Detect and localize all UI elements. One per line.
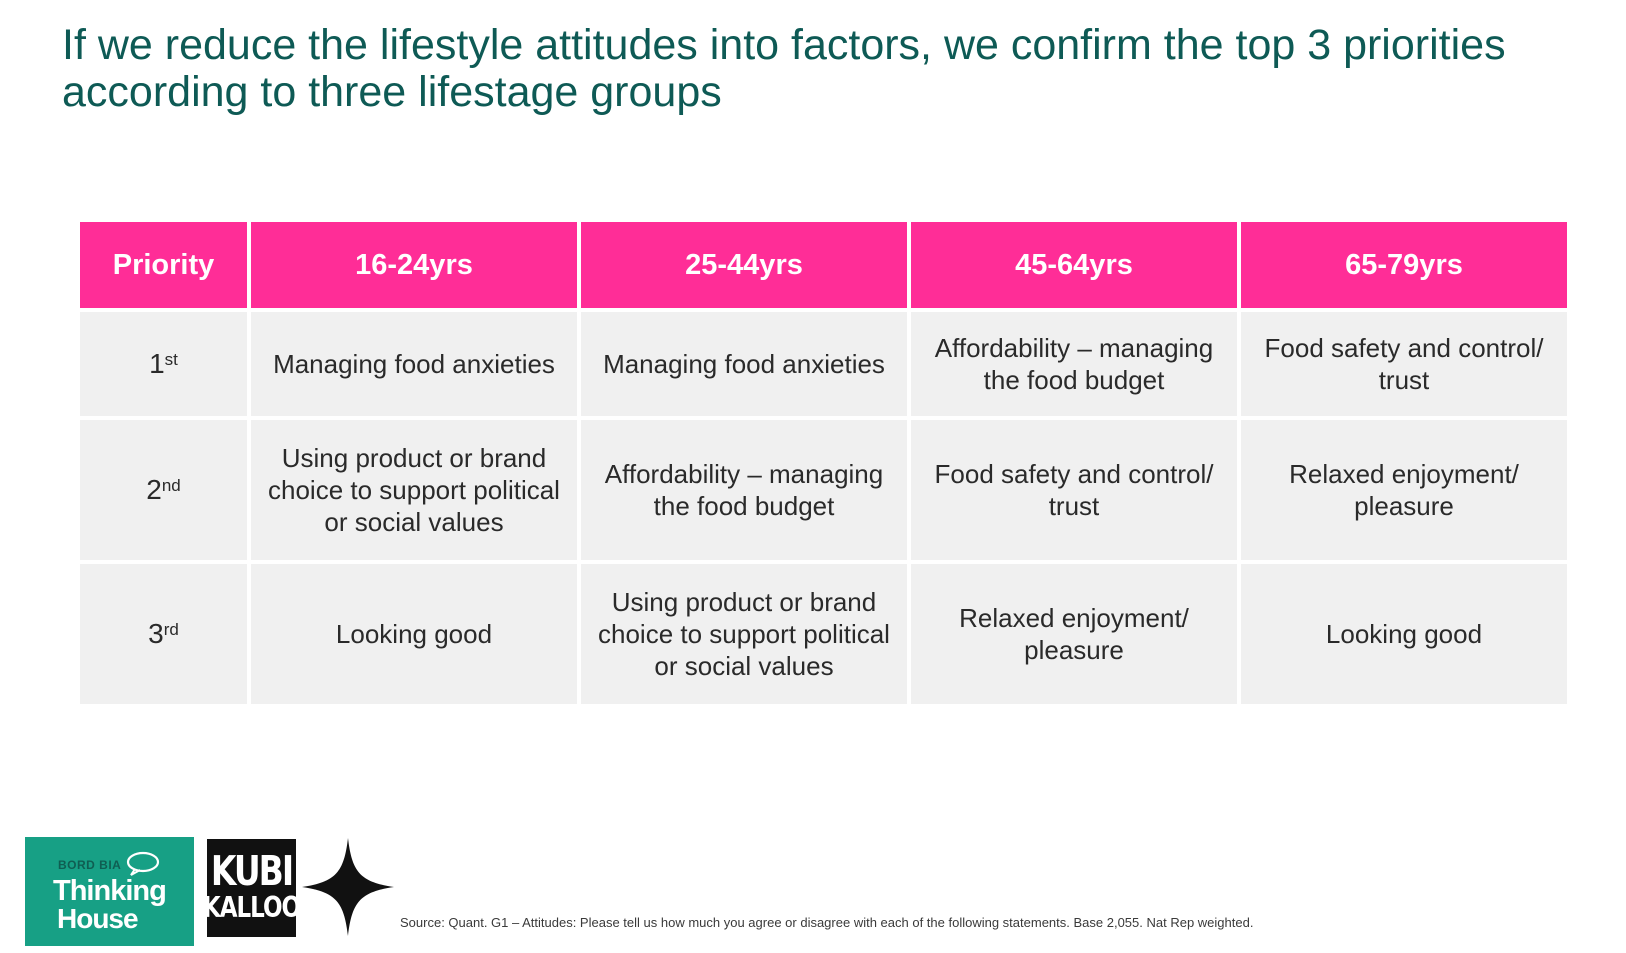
table-cell: Using product or brand choice to support… <box>251 420 577 560</box>
logo-kalloo-text: KALLOO <box>202 891 301 925</box>
table-cell: Managing food anxieties <box>581 312 907 416</box>
table-cell: Looking good <box>1241 564 1567 704</box>
header-priority: Priority <box>80 222 247 308</box>
table-cell: Food safety and control/ trust <box>911 420 1237 560</box>
logo-kubi-text: KUBI <box>210 846 294 895</box>
header-25-44: 25-44yrs <box>581 222 907 308</box>
speech-bubble-icon <box>126 851 160 876</box>
kubi-kalloo-logo: KUBI KALLOO <box>203 839 301 937</box>
table-cell: Managing food anxieties <box>251 312 577 416</box>
table-cell: Relaxed enjoyment/ pleasure <box>1241 420 1567 560</box>
source-footnote: Source: Quant. G1 – Attitudes: Please te… <box>400 915 1254 930</box>
page-title-line-1: If we reduce the lifestyle attitudes int… <box>62 21 1506 69</box>
header-16-24: 16-24yrs <box>251 222 577 308</box>
table-cell: Affordability – managing the food budget <box>581 420 907 560</box>
four-point-star-icon <box>302 838 394 936</box>
header-65-79: 65-79yrs <box>1241 222 1567 308</box>
logo-bordbia-text: BORD BIA <box>58 858 122 872</box>
header-45-64: 45-64yrs <box>911 222 1237 308</box>
logo-thinking-text: Thinking <box>53 875 167 907</box>
table-cell: Using product or brand choice to support… <box>581 564 907 704</box>
priority-table: Priority 16-24yrs 25-44yrs 45-64yrs 65-7… <box>80 222 1567 704</box>
bordbia-thinking-house-logo: BORD BIA Thinking House <box>25 837 194 946</box>
table-cell: Relaxed enjoyment/ pleasure <box>911 564 1237 704</box>
logo-house-text: House <box>57 903 139 934</box>
table-cell: Looking good <box>251 564 577 704</box>
page-title: If we reduce the lifestyle attitudes int… <box>62 22 1562 116</box>
table-cell: Affordability – managing the food budget <box>911 312 1237 416</box>
page-title-line-2: according to three lifestage groups <box>62 68 722 116</box>
table-cell: Food safety and control/ trust <box>1241 312 1567 416</box>
